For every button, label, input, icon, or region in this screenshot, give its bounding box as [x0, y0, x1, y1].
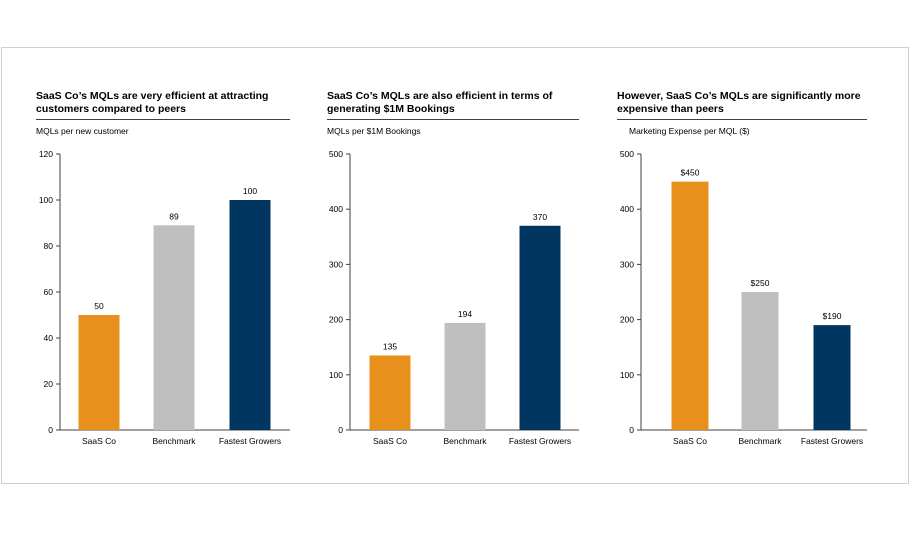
y-tick-label: 0	[629, 425, 634, 435]
x-category-label: SaaS Co	[673, 436, 707, 446]
y-tick-label: 0	[48, 425, 53, 435]
bar	[444, 322, 486, 430]
charts-frame: SaaS Co’s MQLs are very efficient at att…	[1, 47, 909, 484]
chart-title: SaaS Co’s MQLs are also efficient in ter…	[327, 90, 553, 115]
title-divider	[617, 119, 867, 120]
y-tick-label: 20	[44, 379, 54, 389]
y-tick-label: 120	[39, 149, 53, 159]
data-label: 135	[383, 341, 397, 351]
y-tick-label: 100	[620, 370, 634, 380]
bar	[78, 315, 120, 430]
data-label: $250	[751, 278, 770, 288]
y-axis-label: MQLs per new customer	[36, 126, 129, 136]
chart-panel-expense-per-mql: However, SaaS Co’s MQLs are significantl…	[617, 48, 897, 485]
bar-chart-expense-per-mql: 0 100 200 300 400 500 $450 SaaS Co $250 Benchmark…	[620, 149, 867, 446]
bar	[153, 225, 195, 430]
bar	[519, 225, 561, 430]
data-label: 89	[169, 211, 179, 221]
x-category-label: Fastest Growers	[509, 436, 571, 446]
y-axis-label: Marketing Expense per MQL ($)	[629, 126, 750, 136]
y-tick-label: 500	[329, 149, 343, 159]
bar	[229, 200, 271, 430]
x-category-label: SaaS Co	[82, 436, 116, 446]
y-tick-label: 0	[338, 425, 343, 435]
x-category-label: Benchmark	[444, 436, 488, 446]
y-tick-label: 100	[329, 370, 343, 380]
chart-title: However, SaaS Co’s MQLs are significantl…	[617, 90, 861, 115]
chart-panel-mqls-per-customer: SaaS Co’s MQLs are very efficient at att…	[36, 48, 316, 485]
data-label: 50	[94, 301, 104, 311]
y-tick-label: 400	[620, 204, 634, 214]
title-divider	[36, 119, 290, 120]
bar-chart-mqls-per-customer: 0 20 40 60 80 100 120 50 SaaS Co 89 Benchmark 100 Fa…	[39, 149, 290, 446]
y-tick-label: 300	[329, 259, 343, 269]
y-tick-label: 100	[39, 195, 53, 205]
y-tick-label: 40	[44, 333, 54, 343]
data-label: 100	[243, 186, 257, 196]
y-tick-label: 80	[44, 241, 54, 251]
y-tick-label: 300	[620, 259, 634, 269]
chart-panel-mqls-per-bookings: SaaS Co’s MQLs are also efficient in ter…	[327, 48, 607, 485]
chart-title: SaaS Co’s MQLs are very efficient at att…	[36, 90, 269, 115]
data-label: 194	[458, 309, 472, 319]
x-category-label: Fastest Growers	[801, 436, 863, 446]
x-category-label: Benchmark	[153, 436, 197, 446]
y-tick-label: 400	[329, 204, 343, 214]
x-category-label: SaaS Co	[373, 436, 407, 446]
bar-chart-mqls-per-bookings: 0 100 200 300 400 500 135 SaaS Co 194 Benchmark 37…	[329, 149, 579, 446]
y-tick-label: 60	[44, 287, 54, 297]
bar	[741, 292, 779, 430]
data-label: $450	[681, 168, 700, 178]
y-tick-label: 500	[620, 149, 634, 159]
bar	[813, 325, 851, 430]
x-category-label: Benchmark	[739, 436, 783, 446]
bar	[369, 355, 411, 430]
x-category-label: Fastest Growers	[219, 436, 281, 446]
y-tick-label: 200	[329, 315, 343, 325]
title-divider	[327, 119, 579, 120]
y-tick-label: 200	[620, 315, 634, 325]
bar	[671, 181, 709, 430]
data-label: 370	[533, 212, 547, 222]
data-label: $190	[823, 311, 842, 321]
y-axis-label: MQLs per $1M Bookings	[327, 126, 421, 136]
